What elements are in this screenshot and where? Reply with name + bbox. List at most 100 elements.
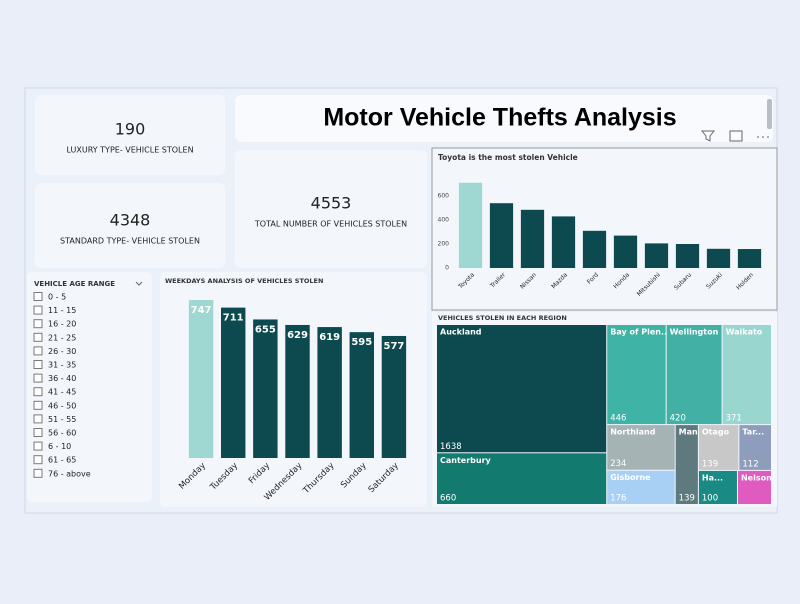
checkbox[interactable] <box>33 319 43 329</box>
category-label: Canterbury <box>440 456 492 465</box>
card <box>35 95 225 175</box>
treemap-cell <box>739 425 771 470</box>
category-label: Nelson <box>741 473 772 482</box>
y-tick-label: 600 <box>438 193 450 200</box>
bar <box>317 327 342 458</box>
checkbox[interactable] <box>33 455 43 465</box>
y-tick-label: 0 <box>445 265 449 272</box>
filter-icon[interactable] <box>700 130 716 142</box>
slicer-item: 41 - 45 <box>48 388 76 397</box>
bar <box>613 235 638 268</box>
card-value: 4553 <box>311 194 352 213</box>
bar <box>349 332 374 458</box>
bar <box>221 307 246 458</box>
checkbox[interactable] <box>33 414 43 424</box>
category-label: Northland <box>610 428 655 437</box>
category-label: Bay of Plen... <box>610 328 670 337</box>
checkbox[interactable] <box>33 428 43 437</box>
checkbox[interactable] <box>33 346 43 356</box>
card-value: 190 <box>115 120 146 139</box>
slicer-title: VEHICLE AGE RANGE <box>34 280 115 288</box>
treemap-cell <box>607 325 666 425</box>
card <box>35 183 225 268</box>
checkbox[interactable] <box>33 468 43 478</box>
visual-toolbar <box>700 130 769 142</box>
bar <box>706 248 731 268</box>
card-label: STANDARD TYPE- VEHICLE STOLEN <box>60 237 200 246</box>
data-label: 629 <box>287 330 308 341</box>
slicer-item: 11 - 15 <box>48 306 76 315</box>
bar <box>737 249 762 268</box>
treemap-cell <box>722 325 771 425</box>
title-box <box>235 95 773 142</box>
slicer-item: 21 - 25 <box>48 333 76 342</box>
focus-icon[interactable] <box>729 130 743 142</box>
data-label: 371 <box>726 414 742 424</box>
checkbox[interactable] <box>33 441 43 451</box>
treemap-cell <box>607 425 675 470</box>
bar <box>489 203 514 268</box>
slicer-item: 36 - 40 <box>48 374 76 383</box>
data-label: 176 <box>610 494 626 504</box>
slicer-item: 46 - 50 <box>48 401 76 410</box>
slicer-item: 26 - 30 <box>48 347 76 356</box>
bar <box>458 182 483 268</box>
data-label: 446 <box>610 414 626 424</box>
card <box>235 150 427 268</box>
dropdown-icon[interactable] <box>135 281 143 286</box>
data-label: 1638 <box>440 442 462 452</box>
bar <box>188 300 214 458</box>
treemap-cell <box>698 425 739 470</box>
chart-title: WEEKDAYS ANALYSIS OF VEHICLES STOLEN <box>165 277 323 285</box>
treemap-cell <box>675 425 698 504</box>
checkbox[interactable] <box>33 332 43 342</box>
checkbox[interactable] <box>33 360 43 369</box>
category-label: Auckland <box>440 328 482 337</box>
data-label: 100 <box>702 494 718 504</box>
card-label: TOTAL NUMBER OF VEHICLES STOLEN <box>254 220 407 229</box>
category-label: Tar... <box>742 428 764 437</box>
scrollbar <box>767 99 772 129</box>
data-label: 711 <box>223 313 244 324</box>
bar <box>675 244 700 268</box>
panel <box>431 147 778 311</box>
checkbox[interactable] <box>33 292 43 301</box>
data-label: 139 <box>679 494 695 504</box>
slicer-item: 51 - 55 <box>48 415 76 424</box>
slicer-item: 6 - 10 <box>48 442 71 451</box>
category-label: Wellington <box>670 328 719 337</box>
slicer-item: 76 - above <box>48 469 91 478</box>
slicer-item: 16 - 20 <box>48 320 76 329</box>
treemap-cell <box>437 325 607 453</box>
checkbox[interactable] <box>33 305 43 315</box>
data-label: 234 <box>610 459 626 469</box>
data-label: 747 <box>191 305 212 316</box>
bar <box>253 319 278 458</box>
bar <box>582 230 607 268</box>
checkbox[interactable] <box>33 387 43 397</box>
bar <box>285 324 310 458</box>
bar <box>381 335 407 458</box>
slicer-item: 56 - 60 <box>48 429 76 438</box>
treemap-cell <box>737 470 771 504</box>
category-label: Gisborne <box>610 473 651 482</box>
data-label: 660 <box>440 494 456 504</box>
data-label: 112 <box>742 459 758 469</box>
data-label: 619 <box>319 332 340 343</box>
slicer-item: 61 - 65 <box>48 456 76 465</box>
checkbox[interactable] <box>33 373 43 383</box>
category-label: Ha... <box>702 473 723 482</box>
card-value: 4348 <box>110 211 151 230</box>
category-label: Otago <box>702 428 730 437</box>
y-tick-label: 200 <box>438 241 450 248</box>
chart-title: VEHICLES STOLEN IN EACH REGION <box>438 314 567 322</box>
data-label: 577 <box>383 341 404 352</box>
slicer <box>27 272 152 502</box>
treemap-cell <box>698 470 737 504</box>
dashboard-title: Motor Vehicle Thefts Analysis <box>323 104 676 132</box>
bar <box>551 216 576 268</box>
slicer-item: 31 - 35 <box>48 361 76 370</box>
checkbox[interactable] <box>33 400 43 410</box>
